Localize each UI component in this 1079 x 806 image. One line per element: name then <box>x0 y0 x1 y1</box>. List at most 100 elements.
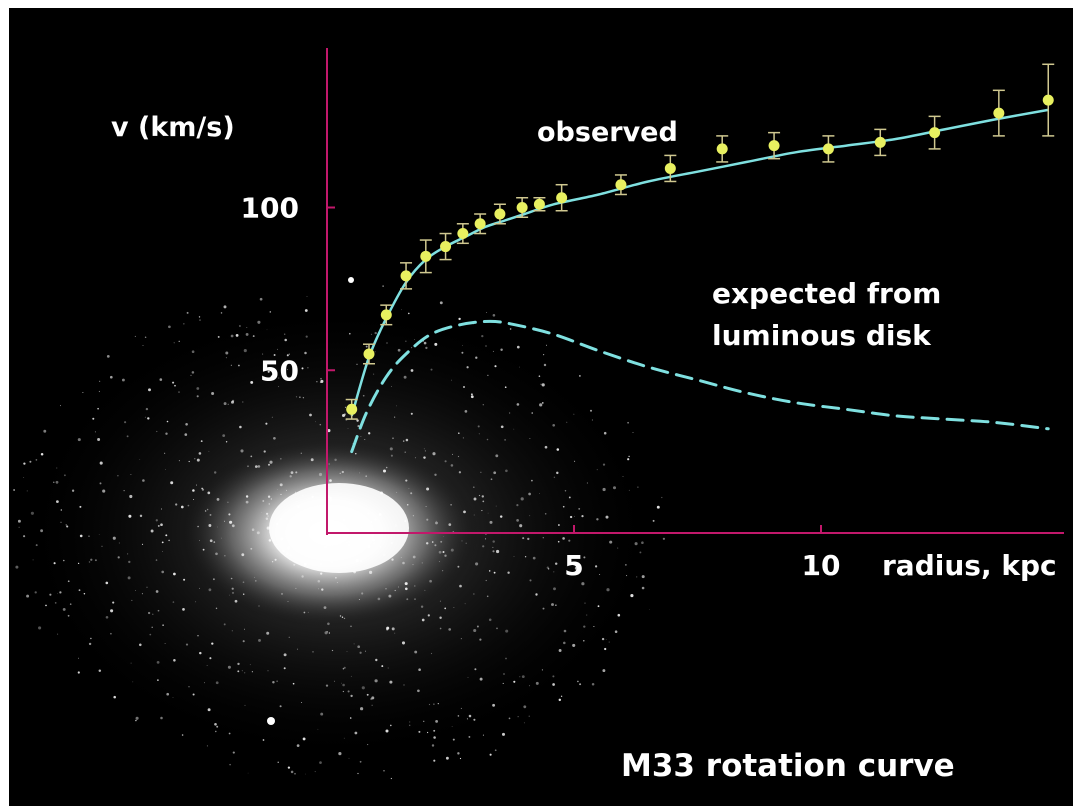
star <box>546 566 549 569</box>
star <box>276 489 278 490</box>
star <box>556 448 560 451</box>
series-label-expected: expected from luminous disk <box>712 277 951 352</box>
star <box>427 731 429 734</box>
star <box>425 505 427 508</box>
y-axis-label: v (km/s) <box>111 112 235 143</box>
star <box>318 472 323 477</box>
star <box>504 439 506 441</box>
star <box>132 681 134 683</box>
point-marker <box>533 198 545 210</box>
star <box>513 556 515 557</box>
data-point <box>419 239 432 274</box>
star <box>569 515 573 519</box>
star <box>408 488 410 490</box>
star <box>457 455 460 458</box>
star <box>423 720 425 722</box>
star <box>577 680 579 683</box>
star <box>396 491 398 493</box>
star <box>458 317 461 321</box>
star <box>468 714 472 718</box>
star <box>482 404 484 406</box>
star <box>492 314 496 317</box>
star <box>157 609 160 612</box>
star <box>492 540 495 543</box>
star <box>388 594 392 598</box>
data-point <box>822 135 835 163</box>
star <box>268 539 272 542</box>
star <box>262 739 265 741</box>
star <box>232 399 235 402</box>
star <box>198 316 201 318</box>
star <box>213 541 216 543</box>
star <box>597 605 600 608</box>
star <box>196 387 200 390</box>
star <box>439 301 443 305</box>
star <box>279 483 283 487</box>
star <box>199 651 202 655</box>
star <box>535 593 538 596</box>
star <box>161 570 165 574</box>
data-point <box>614 174 627 196</box>
star <box>509 412 511 414</box>
star <box>144 416 146 418</box>
star <box>500 425 504 429</box>
star <box>457 715 460 717</box>
star <box>295 587 297 589</box>
star <box>574 515 575 517</box>
star <box>147 417 150 420</box>
star <box>269 311 272 313</box>
star <box>287 766 291 769</box>
star <box>130 662 132 664</box>
star <box>193 499 195 500</box>
star <box>201 487 203 490</box>
data-point <box>516 196 529 219</box>
data-point <box>345 398 358 420</box>
star <box>134 335 136 337</box>
star <box>223 520 225 522</box>
star <box>259 297 263 301</box>
star <box>220 312 223 314</box>
star <box>630 594 634 598</box>
star <box>520 497 524 501</box>
star <box>492 350 494 352</box>
star <box>266 526 270 530</box>
data-point <box>400 262 413 290</box>
star <box>414 650 418 654</box>
star <box>496 549 500 554</box>
star <box>161 541 164 544</box>
star <box>344 406 346 408</box>
star <box>345 541 349 544</box>
star <box>302 737 306 741</box>
star <box>254 465 258 468</box>
star <box>602 487 606 492</box>
star <box>328 463 330 465</box>
star <box>440 540 443 543</box>
star <box>420 605 424 608</box>
star <box>579 683 582 686</box>
star <box>468 735 471 738</box>
star <box>472 486 475 489</box>
star <box>88 642 92 646</box>
star <box>135 590 137 591</box>
star <box>357 425 360 428</box>
star <box>649 608 651 610</box>
star <box>94 559 97 562</box>
star <box>579 375 581 377</box>
star <box>251 528 255 531</box>
star <box>102 489 106 493</box>
star <box>67 614 70 617</box>
star <box>470 395 474 399</box>
data-point <box>533 196 546 212</box>
star <box>342 518 346 522</box>
star <box>603 431 607 435</box>
star <box>188 460 190 463</box>
star <box>174 384 176 387</box>
star <box>340 513 343 515</box>
star <box>572 643 576 647</box>
star <box>127 553 129 555</box>
star <box>268 503 271 505</box>
star <box>386 342 388 344</box>
star <box>552 675 555 678</box>
star <box>155 559 158 561</box>
star <box>342 530 345 533</box>
